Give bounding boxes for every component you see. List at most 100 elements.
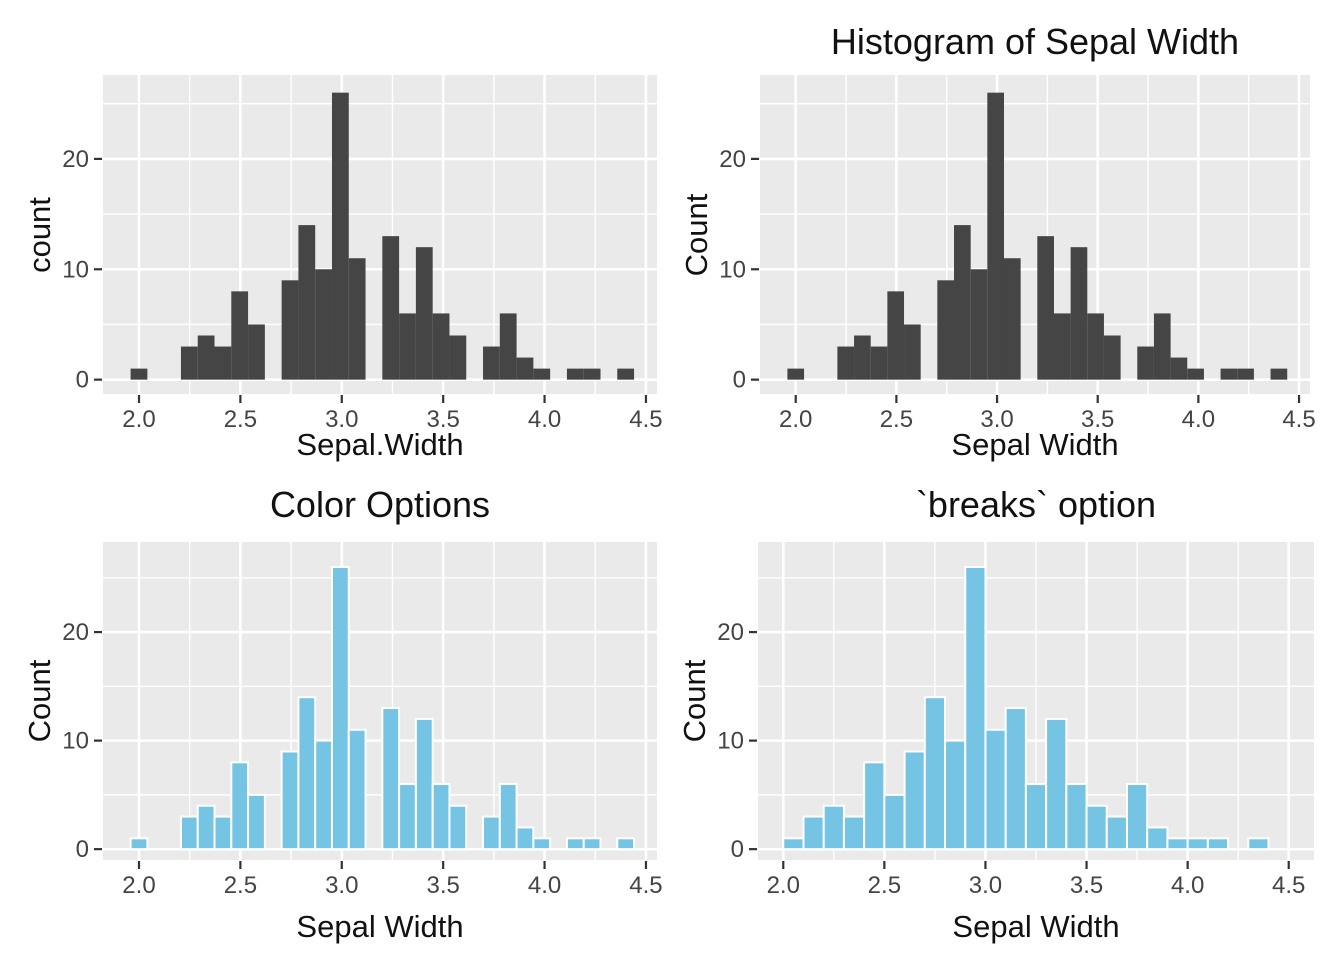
histogram-bar (347, 728, 367, 851)
histogram-bar (382, 236, 400, 380)
histogram-bar (1125, 783, 1149, 851)
histogram-bar (565, 837, 585, 851)
histogram-bar (970, 269, 988, 380)
histogram-bar (1105, 815, 1128, 851)
x-tick-label: 4.0 (528, 406, 561, 433)
histogram-bar (498, 783, 518, 851)
histogram-bar (179, 815, 199, 851)
histogram-bar (483, 346, 500, 380)
x-tick-label: 4.0 (1182, 406, 1215, 433)
histogram-bar (1065, 783, 1088, 851)
histogram-bar (214, 346, 232, 380)
histogram-bar (1004, 707, 1027, 851)
x-tick-label: 4.0 (1171, 872, 1204, 899)
histogram-bar (1070, 247, 1088, 380)
histogram-bar (854, 335, 871, 380)
histogram-bar (130, 368, 148, 380)
y-tick-label: 20 (719, 146, 746, 173)
y-tick-label: 20 (717, 619, 744, 646)
x-tick-label: 2.0 (122, 872, 155, 899)
x-tick-label: 4.5 (629, 872, 662, 899)
x-tick-label: 4.0 (528, 872, 561, 899)
subplot-bottom-left-color-options: 2.0 2.5 3.0 3.5 4.0 4.5 0 10 20 Color Options Co… (0, 480, 672, 960)
histogram-bar (964, 565, 987, 851)
y-axis-title: Count (677, 659, 712, 743)
panel-background (103, 75, 657, 394)
histogram-bar (863, 761, 886, 851)
histogram-bar (532, 837, 552, 851)
histogram-bar (782, 837, 805, 851)
histogram-bar (315, 269, 332, 380)
histogram-bar (414, 717, 434, 851)
histogram-bar (937, 280, 955, 380)
histogram-bar (516, 357, 534, 380)
x-axis-title: Sepal Width (951, 427, 1119, 462)
y-tick-label: 0 (731, 836, 744, 863)
plot-title: Color Options (269, 484, 491, 525)
histogram-bar (449, 335, 467, 380)
histogram-canvas-titled: 2.0 2.5 3.0 3.5 4.0 4.5 0 10 20 (719, 75, 1316, 433)
histogram-bar (1153, 313, 1171, 380)
histogram-bar (1087, 313, 1104, 380)
histogram-bar (331, 92, 349, 380)
histogram-bar (1186, 837, 1209, 851)
histogram-bar (298, 225, 316, 380)
histogram-bar (1024, 783, 1048, 851)
histogram-bar (499, 313, 517, 380)
y-axis-title: count (22, 196, 57, 273)
histogram-bar (280, 750, 300, 851)
histogram-bar (230, 761, 250, 851)
x-tick-label: 2.0 (122, 406, 155, 433)
x-tick-label: 2.5 (224, 406, 257, 433)
subplot-top-left-default-histogram: 2.0 2.5 3.0 3.5 4.0 4.5 0 10 20 count Sepal.Widt… (0, 0, 672, 480)
histogram-bar (944, 739, 967, 851)
x-tick-label: 2.5 (880, 406, 913, 433)
y-tick-label: 0 (76, 836, 89, 863)
x-tick-label: 3.0 (325, 872, 358, 899)
histogram-bar (883, 793, 906, 851)
histogram-bar (515, 826, 535, 851)
histogram-bar (1146, 826, 1169, 851)
histogram-bar (837, 346, 855, 380)
histogram-bar (842, 815, 866, 851)
histogram-bar (1206, 837, 1230, 851)
histogram-canvas-breaks-option: 2.0 2.5 3.0 3.5 4.0 4.5 0 10 20 (717, 542, 1314, 899)
histogram-bar (1045, 717, 1068, 851)
y-tick-label: 20 (62, 146, 89, 173)
x-axis-title: Sepal.Width (296, 427, 464, 462)
x-tick-label: 2.5 (224, 872, 257, 899)
x-axis-title: Sepal Width (952, 909, 1120, 944)
x-tick-label: 4.5 (1282, 406, 1315, 433)
histogram-bar (1270, 368, 1288, 380)
histogram-bar (399, 313, 416, 380)
y-axis-title: Count (22, 659, 57, 743)
subplot-top-right-titled-histogram: 2.0 2.5 3.0 3.5 4.0 4.5 0 10 20 Histogram of Sep… (672, 0, 1344, 480)
x-tick-label: 3.0 (325, 406, 358, 433)
histogram-bar (787, 368, 805, 380)
histogram-canvas-default: 2.0 2.5 3.0 3.5 4.0 4.5 0 10 20 (62, 75, 663, 433)
histogram-bar (1187, 368, 1204, 380)
histogram-bar (381, 707, 401, 851)
histogram-bar (247, 793, 266, 851)
histogram-bar (482, 815, 501, 851)
x-tick-label: 2.5 (868, 872, 901, 899)
plot-title: `breaks` option (915, 484, 1157, 525)
x-tick-label: 3.5 (1081, 406, 1114, 433)
x-tick-label: 3.0 (980, 406, 1013, 433)
histogram-bar (330, 565, 350, 851)
x-tick-label: 2.0 (767, 872, 800, 899)
x-tick-label: 3.5 (1070, 872, 1103, 899)
histogram-bar (231, 291, 249, 380)
histogram-bar (129, 837, 149, 851)
histogram-bar (314, 739, 333, 851)
histogram-bar (431, 783, 451, 851)
histogram-bar (1103, 335, 1121, 380)
histogram-bar (923, 696, 947, 851)
histogram-bar (1137, 346, 1154, 380)
histogram-bar (954, 225, 971, 380)
histogram-bar (1170, 357, 1188, 380)
histogram-bar (582, 837, 602, 851)
histogram-bar (903, 750, 926, 851)
y-axis-title: Count (679, 193, 714, 276)
x-tick-label: 4.5 (1272, 872, 1305, 899)
